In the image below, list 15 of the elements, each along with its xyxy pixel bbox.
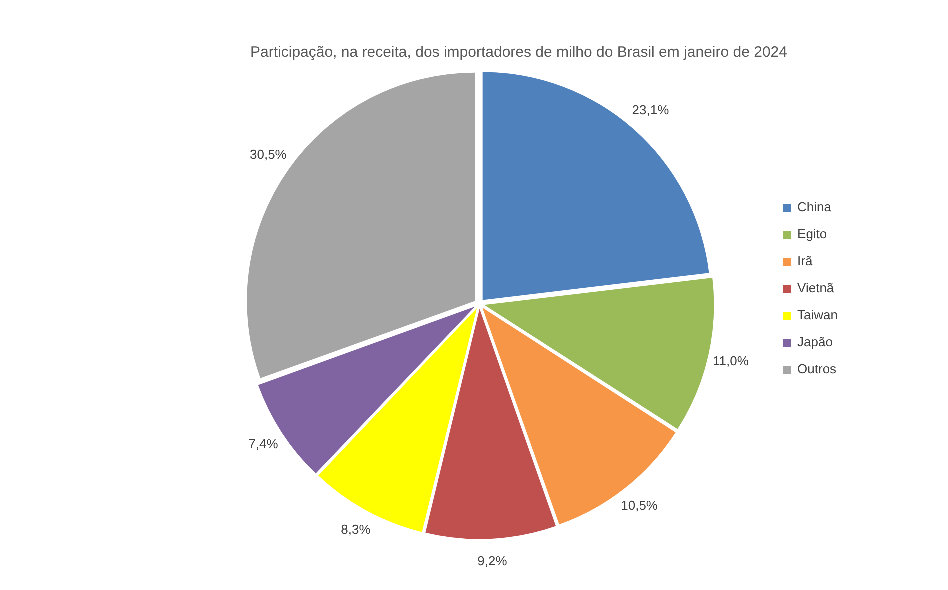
- data-label: 11,0%: [712, 353, 750, 368]
- legend-label: Outros: [798, 362, 838, 377]
- chart-title: Participação, na receita, dos importadores de milho do Brasil em janeiro de 2024: [250, 44, 788, 62]
- legend-label: Vietnã: [798, 280, 835, 296]
- data-label: 30,5%: [250, 147, 288, 162]
- legend-label: Taiwan: [798, 308, 838, 323]
- data-label: 10,5%: [621, 498, 658, 513]
- legend-label: Japão: [798, 334, 833, 350]
- data-label: 7,4%: [248, 436, 279, 452]
- data-label: 9,2%: [478, 553, 508, 568]
- data-label: 23,1%: [632, 102, 670, 118]
- legend-label: Irã: [798, 254, 814, 269]
- legend-label: China: [798, 200, 832, 215]
- data-label: 8,3%: [341, 522, 372, 538]
- legend-label: Egito: [798, 226, 828, 242]
